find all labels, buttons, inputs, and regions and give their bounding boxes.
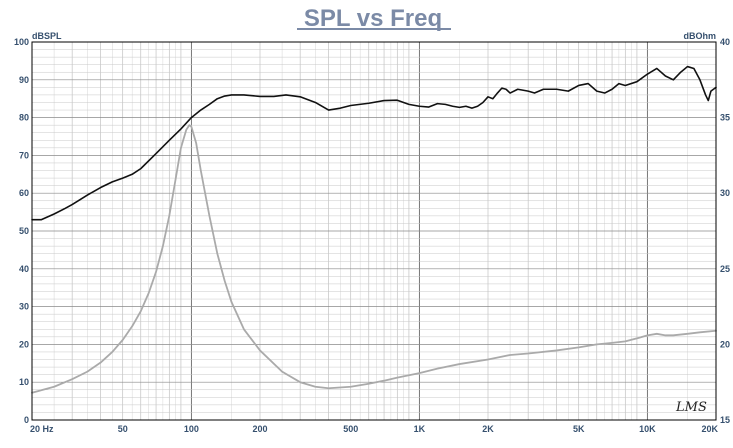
y-tick-label-left: 10 — [19, 377, 29, 387]
chart-title: SPL vs Freq — [304, 5, 442, 32]
x-tick-label: 500 — [343, 424, 358, 434]
chart-tick-labels: 0 10 20 30 40 50 60 70 80 90 100 15 20 25 30 35 40 20 Hz 5… — [14, 37, 730, 434]
x-tick-label: 1K — [414, 424, 426, 434]
y-tick-label-right: 30 — [720, 188, 730, 198]
x-tick-label: 50 — [118, 424, 128, 434]
y-tick-label-left: 100 — [14, 37, 29, 47]
x-tick-label: 10K — [639, 424, 656, 434]
y-axis-label-right: dBOhm — [684, 31, 717, 41]
x-tick-label: 200 — [252, 424, 267, 434]
y-tick-label-right: 25 — [720, 264, 730, 274]
chart-curves — [31, 65, 717, 394]
y-tick-label-right: 35 — [720, 113, 730, 123]
y-tick-label-left: 50 — [19, 226, 29, 236]
y-tick-label-right: 15 — [720, 415, 730, 425]
x-tick-label: 2K — [482, 424, 494, 434]
impedance-curve — [31, 124, 717, 394]
y-tick-label-left: 90 — [19, 75, 29, 85]
x-tick-label: 20K — [701, 424, 718, 434]
y-tick-label-right: 20 — [720, 339, 730, 349]
y-tick-label-left: 40 — [19, 264, 29, 274]
y-tick-label-right: 40 — [720, 37, 730, 47]
x-tick-label: 20 Hz — [30, 424, 54, 434]
y-axis-label-left: dBSPL — [32, 31, 62, 41]
y-tick-label-left: 70 — [19, 150, 29, 160]
x-tick-label: 5K — [573, 424, 585, 434]
lms-logo: LMS — [675, 400, 707, 415]
y-tick-label-left: 0 — [24, 415, 29, 425]
y-tick-label-left: 60 — [19, 188, 29, 198]
y-tick-label-left: 80 — [19, 113, 29, 123]
spl-curve — [31, 65, 717, 221]
chart-grid — [31, 41, 717, 421]
y-tick-label-left: 20 — [19, 339, 29, 349]
x-tick-label: 100 — [184, 424, 199, 434]
plot-frame — [31, 41, 717, 421]
y-tick-label-left: 30 — [19, 302, 29, 312]
